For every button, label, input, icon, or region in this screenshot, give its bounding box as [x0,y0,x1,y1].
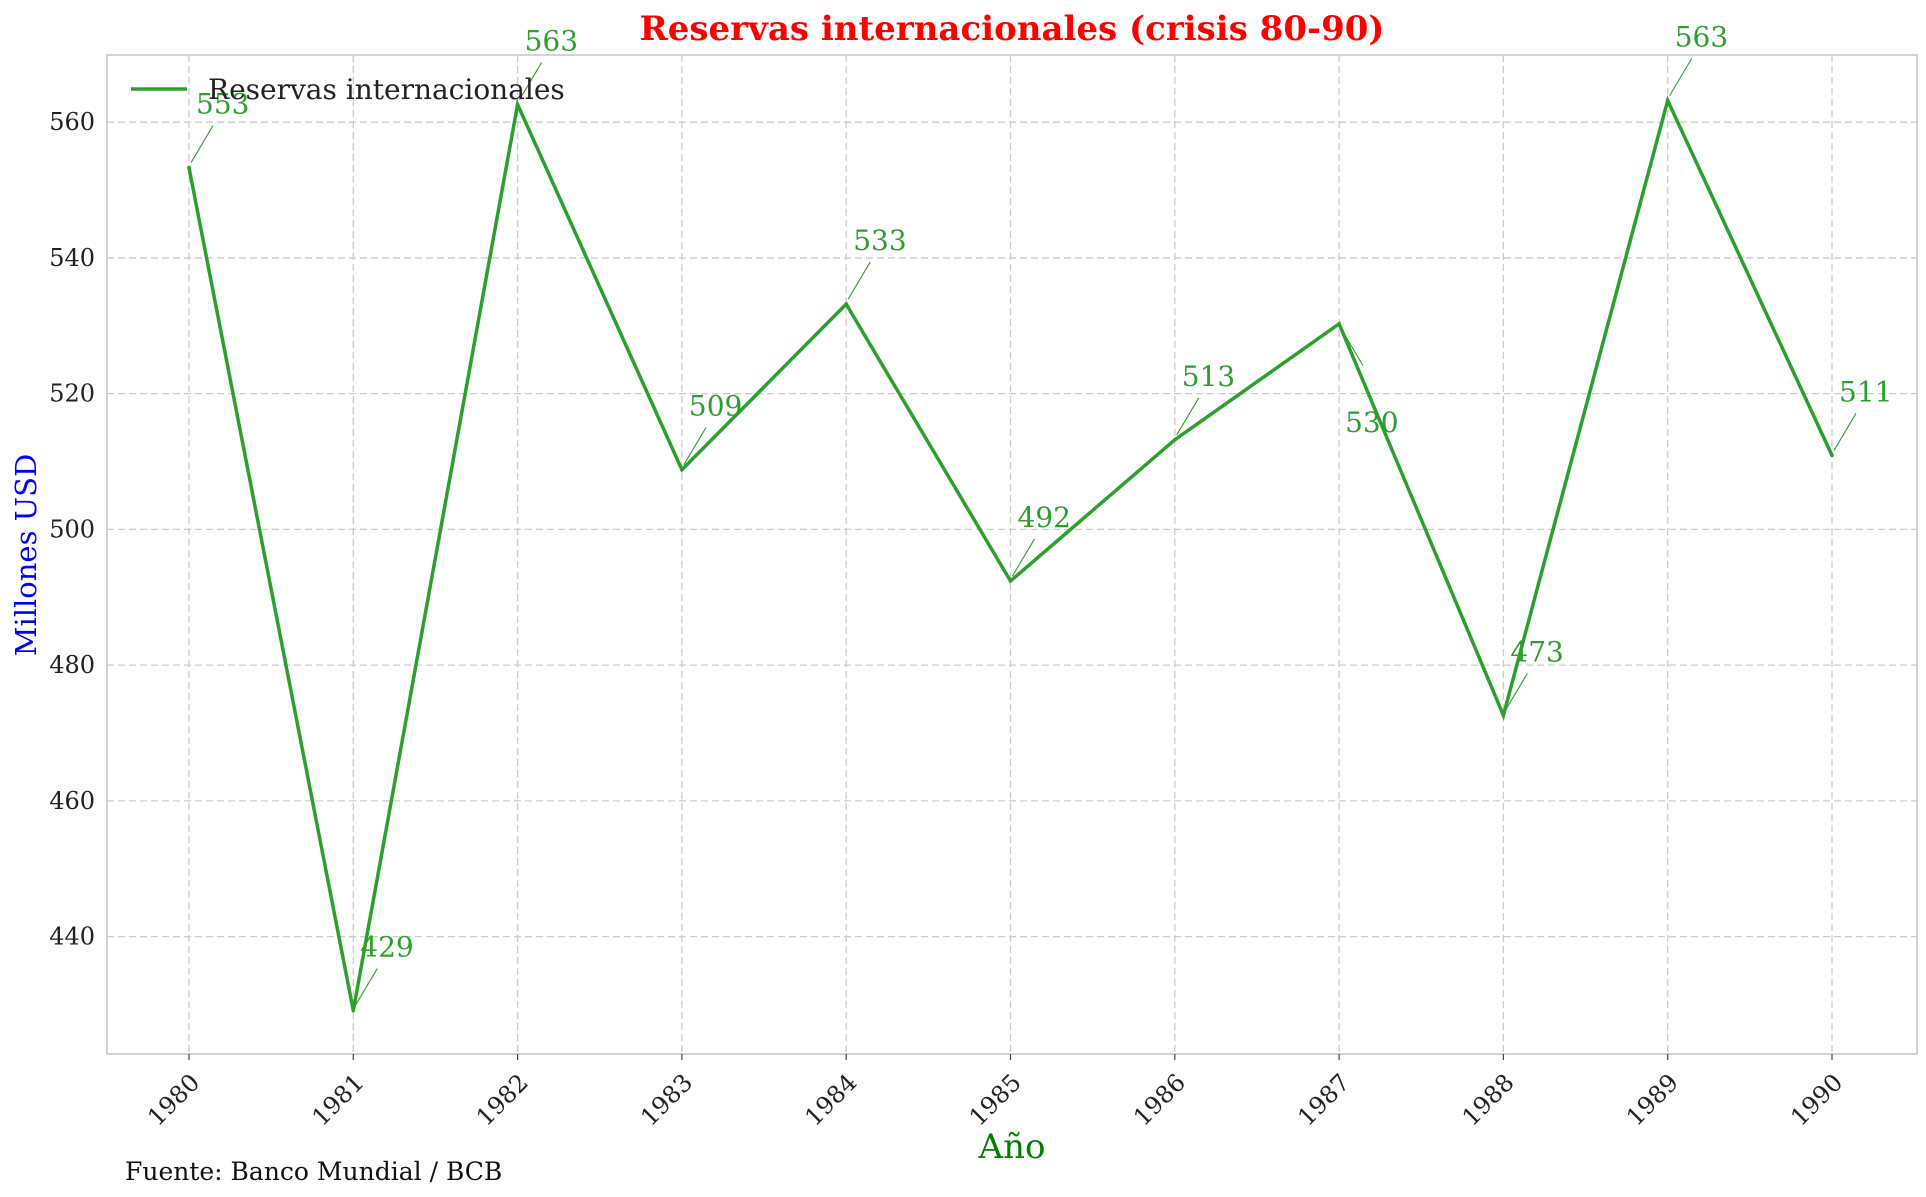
annotation-leader [1012,538,1035,577]
annotation-leader [354,968,378,1006]
axis-ticks: 440 460 480 500 520 540 560 1980 1981 1982 1983 198… [49,108,1848,1131]
data-point [1830,453,1834,458]
data-label: 429 [360,931,413,964]
y-tick-label: 480 [49,651,95,679]
annotation-leader [1669,58,1693,96]
x-tick-label: 1989 [1621,1068,1684,1131]
y-tick-label: 540 [49,244,95,272]
y-tick-label: 440 [49,923,95,951]
x-tick-label: 1983 [635,1068,698,1131]
x-tick-label: 1985 [964,1068,1027,1131]
legend: Reservas internacionales [131,73,565,106]
data-label: 553 [196,88,249,121]
annotation-leader [190,125,214,163]
chart-title: Reservas internacionales (crisis 80-90) [639,9,1384,49]
annotation-leader [519,62,543,100]
x-tick-label: 1981 [307,1068,370,1131]
x-tick-label: 1990 [1785,1068,1848,1131]
plot-frame [106,54,1918,1055]
data-point [1665,98,1670,103]
data-point [1008,579,1013,583]
source-note: Fuente: Banco Mundial / BCB [125,1157,502,1186]
grid [107,55,1917,1054]
data-point [515,102,520,107]
data-point [1501,713,1506,718]
series-layer [187,95,1834,1013]
data-point [351,1008,356,1013]
annotation-leader [1176,397,1200,436]
data-point [1173,438,1177,442]
y-tick-label: 500 [49,515,95,543]
data-label: 509 [689,390,742,423]
x-tick-label: 1987 [1292,1068,1355,1131]
data-label: 563 [1675,20,1728,53]
annotation-leader [683,427,707,465]
data-label: 530 [1345,406,1398,439]
annotation-leader [847,261,871,300]
data-point [187,165,191,170]
y-axis-label: Millones USD [9,454,43,656]
x-tick-label: 1986 [1128,1068,1191,1131]
x-tick-label: 1982 [471,1068,534,1131]
data-point [844,302,848,306]
data-label: 473 [1510,635,1563,668]
data-labels: 553 429 563 509 533 492 513 530 473 563 511 [190,20,1892,1006]
data-label: 492 [1018,501,1071,534]
data-label: 563 [525,25,578,58]
legend-label: Reservas internacionales [208,73,565,106]
data-label: 513 [1182,360,1235,393]
x-tick-label: 1984 [799,1068,862,1131]
y-tick-label: 460 [49,787,95,815]
data-point [1337,321,1341,326]
y-tick-label: 560 [49,108,95,136]
annotation-leader [1833,413,1857,451]
x-tick-label: 1988 [1457,1068,1520,1131]
data-point [680,467,684,472]
y-tick-label: 520 [49,380,95,408]
x-axis-label: Año [978,1127,1046,1167]
annotation-leader [1340,328,1364,367]
x-tick-label: 1980 [142,1068,205,1131]
data-label: 533 [853,224,906,257]
data-label: 511 [1839,375,1892,408]
annotation-leader [1504,673,1528,711]
